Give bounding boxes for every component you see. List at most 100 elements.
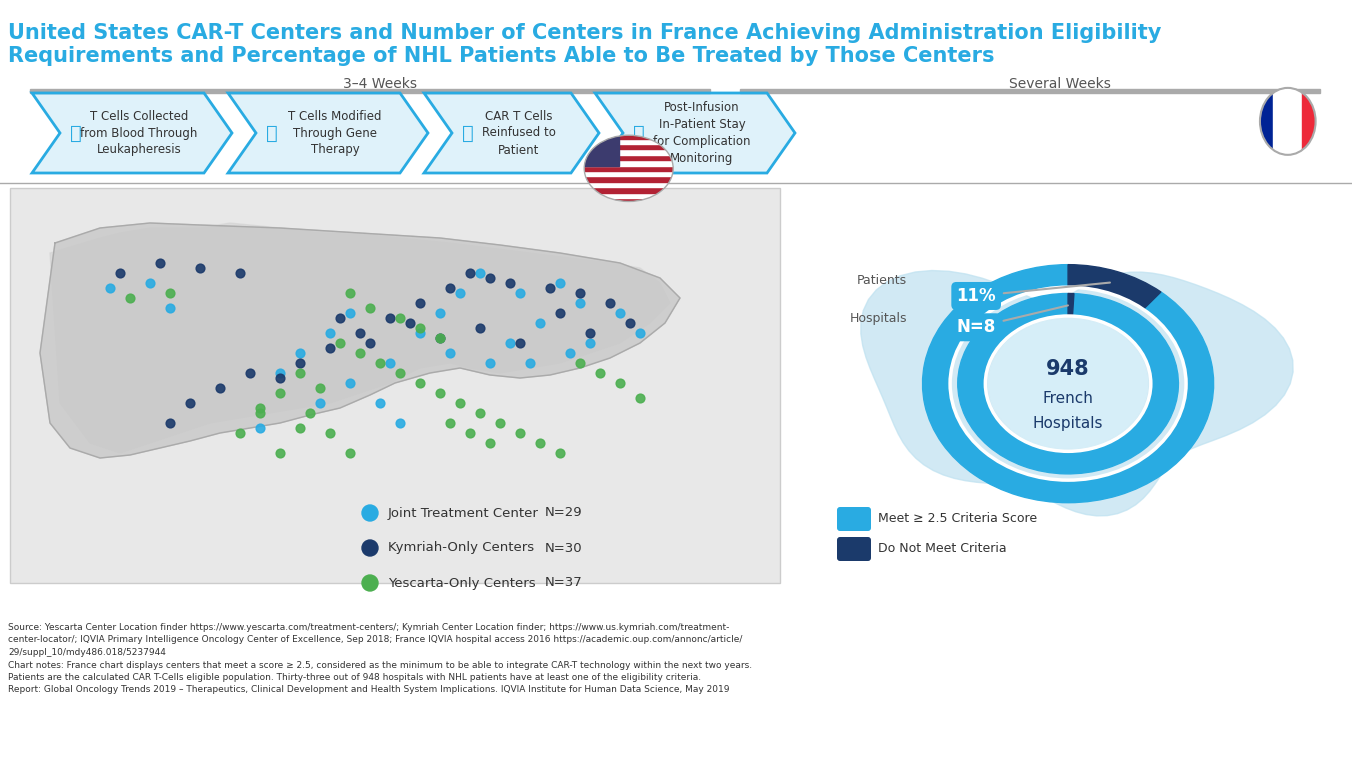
Text: Joint Treatment Center: Joint Treatment Center	[388, 507, 539, 519]
Point	[499, 337, 521, 349]
Point	[269, 387, 291, 399]
Text: Meet ≥ 2.5 Criteria Score: Meet ≥ 2.5 Criteria Score	[877, 513, 1037, 525]
Text: 🧑: 🧑	[462, 124, 473, 143]
Wedge shape	[1068, 294, 1073, 316]
Point	[289, 366, 311, 379]
Point	[619, 317, 641, 330]
Point	[469, 406, 491, 419]
Point	[560, 347, 581, 359]
Point	[369, 357, 391, 370]
Bar	[581, 193, 676, 198]
Polygon shape	[41, 223, 680, 458]
Point	[329, 337, 350, 349]
Point	[249, 402, 270, 414]
Bar	[1274, 86, 1302, 157]
Point	[549, 447, 571, 460]
Text: 💉: 💉	[70, 124, 81, 143]
Text: N=37: N=37	[545, 576, 583, 590]
Text: N=30: N=30	[545, 542, 583, 554]
FancyBboxPatch shape	[9, 188, 780, 583]
Point	[429, 332, 450, 345]
Text: Yescarta-Only Centers: Yescarta-Only Centers	[388, 576, 535, 590]
Point	[369, 397, 391, 410]
Text: Hospitals: Hospitals	[849, 312, 907, 325]
Point	[610, 377, 631, 389]
Point	[429, 387, 450, 399]
Point	[629, 327, 650, 339]
Point	[189, 262, 211, 274]
FancyBboxPatch shape	[740, 89, 1320, 93]
Point	[529, 437, 550, 449]
Point	[389, 312, 411, 324]
Text: United States CAR-T Centers and Number of Centers in France Achieving Administra: United States CAR-T Centers and Number o…	[8, 23, 1161, 43]
Point	[119, 292, 141, 305]
Point	[269, 372, 291, 384]
Point	[429, 332, 450, 345]
Text: N=29: N=29	[545, 507, 583, 519]
Point	[479, 437, 500, 449]
Point	[429, 307, 450, 319]
Bar	[581, 133, 619, 166]
Point	[569, 287, 591, 299]
Point	[349, 327, 370, 339]
Point	[399, 317, 420, 330]
Point	[339, 377, 361, 389]
Text: Hospitals: Hospitals	[1033, 417, 1103, 431]
Point	[160, 417, 181, 429]
Point	[479, 357, 500, 370]
Point	[499, 276, 521, 289]
Point	[510, 337, 531, 349]
Point	[239, 366, 261, 379]
Point	[389, 366, 411, 379]
Wedge shape	[957, 294, 1179, 474]
Point	[289, 422, 311, 435]
Text: French: French	[1042, 392, 1094, 406]
Text: CAR T Cells
Reinfused to
Patient: CAR T Cells Reinfused to Patient	[481, 110, 556, 157]
Text: Post-Infusion
In-Patient Stay
for Complication
Monitoring: Post-Infusion In-Patient Stay for Compli…	[653, 101, 750, 165]
Point	[529, 317, 550, 330]
Bar	[1302, 86, 1332, 157]
Point	[439, 417, 461, 429]
Point	[549, 276, 571, 289]
Text: Patients: Patients	[857, 274, 907, 287]
Point	[149, 257, 170, 269]
FancyBboxPatch shape	[30, 89, 710, 93]
Polygon shape	[32, 93, 233, 173]
Point	[360, 301, 381, 314]
Point	[269, 447, 291, 460]
Point	[589, 366, 611, 379]
Point	[579, 327, 600, 339]
Circle shape	[362, 575, 379, 591]
Bar	[581, 176, 676, 182]
Point	[410, 297, 431, 309]
Bar	[581, 150, 676, 155]
Point	[510, 427, 531, 439]
Bar	[581, 133, 676, 139]
Text: 948: 948	[1046, 359, 1090, 379]
Point	[460, 427, 481, 439]
Point	[289, 347, 311, 359]
Point	[579, 337, 600, 349]
Text: Do Not Meet Criteria: Do Not Meet Criteria	[877, 543, 1007, 555]
Point	[210, 382, 231, 395]
Point	[339, 287, 361, 299]
Point	[629, 392, 650, 404]
Point	[269, 366, 291, 379]
Point	[319, 427, 341, 439]
Point	[569, 297, 591, 309]
Polygon shape	[228, 93, 429, 173]
Polygon shape	[50, 223, 671, 453]
Text: N=8: N=8	[956, 305, 1068, 336]
FancyBboxPatch shape	[837, 507, 871, 531]
Point	[510, 287, 531, 299]
Point	[289, 357, 311, 370]
Point	[230, 267, 251, 280]
Point	[389, 417, 411, 429]
Point	[339, 307, 361, 319]
Wedge shape	[922, 265, 1214, 503]
Point	[539, 282, 561, 294]
Point	[439, 282, 461, 294]
Point	[410, 377, 431, 389]
Text: T Cells Modified
Through Gene
Therapy: T Cells Modified Through Gene Therapy	[288, 110, 381, 157]
Point	[379, 312, 400, 324]
